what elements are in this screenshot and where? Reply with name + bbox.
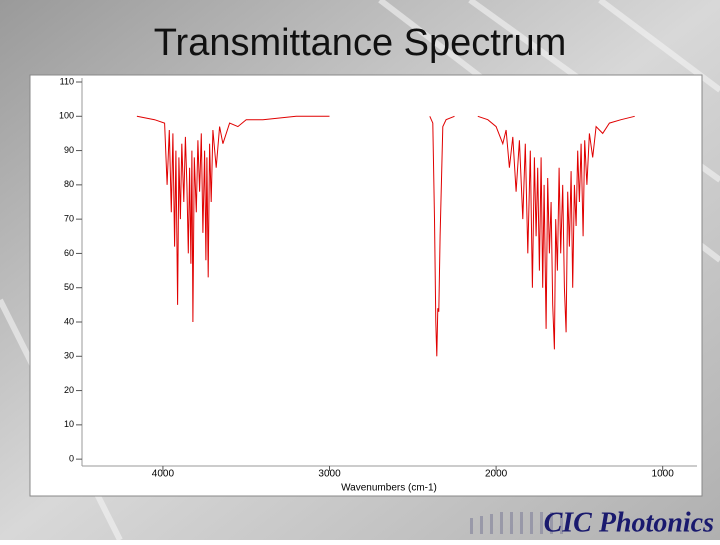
y-tick-label: 20 [64, 385, 74, 395]
spectrum-line [136, 115, 330, 323]
y-tick-label: 100 [59, 111, 74, 121]
plot-frame [29, 74, 703, 497]
y-tick-label: 10 [64, 419, 74, 429]
spectrum-line [429, 115, 455, 357]
x-axis-label: Wavenumbers (cm-1) [341, 483, 437, 494]
y-tick-label: 0 [69, 454, 74, 464]
logo: CIC Photonics [470, 507, 714, 538]
y-tick-label: 40 [64, 316, 74, 326]
x-tick-label: 2000 [485, 469, 508, 480]
y-tick-label: 70 [64, 214, 74, 224]
logo-text: CIC Photonics [544, 507, 714, 538]
y-tick-label: 80 [64, 179, 74, 189]
y-tick-label: 110 [60, 76, 74, 86]
x-tick-label: 3000 [318, 469, 341, 480]
slide-title: Transmittance Spectrum [154, 22, 567, 64]
y-tick-label: 50 [64, 282, 74, 292]
logo-stripes [470, 512, 563, 534]
x-tick-label: 4000 [152, 469, 175, 480]
y-tick-label: 90 [64, 145, 74, 155]
y-tick-label: 30 [64, 351, 74, 361]
spectrum-line [477, 115, 635, 350]
y-tick-label: 60 [64, 248, 74, 258]
x-tick-label: 1000 [652, 469, 675, 480]
